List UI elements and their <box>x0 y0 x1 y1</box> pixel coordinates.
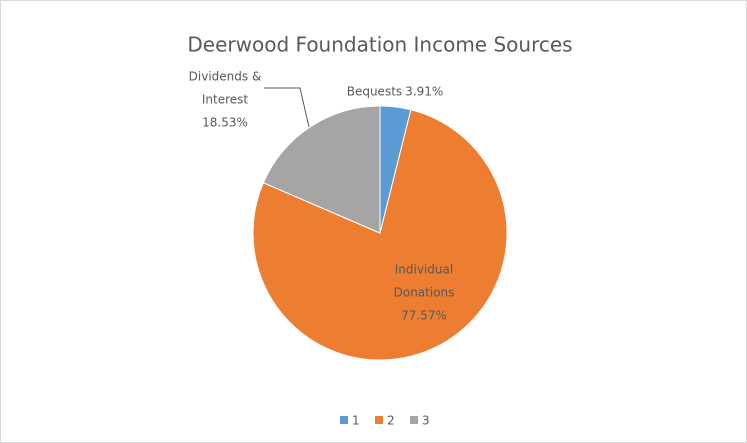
pie-slice <box>262 105 381 234</box>
data-label: Dividends & Interest 18.53% <box>184 66 266 135</box>
leader-line <box>264 87 310 128</box>
legend-label: 1 <box>352 414 360 428</box>
pie <box>252 105 508 361</box>
label-value: 3.91% <box>405 84 444 99</box>
pie-slice <box>252 109 508 361</box>
data-label: Individual Donations 77.57% <box>374 259 474 328</box>
legend-swatch <box>340 416 348 424</box>
legend: 1 2 3 <box>340 414 430 428</box>
legend-label: 2 <box>387 414 395 428</box>
data-label: Bequests 3.91% <box>347 81 444 104</box>
label-category: Dividends & Interest <box>188 69 262 107</box>
label-value: 77.57% <box>401 308 447 323</box>
legend-swatch <box>410 416 418 424</box>
chart-title: Deerwood Foundation Income Sources <box>187 33 572 57</box>
label-category: Individual Donations <box>393 262 455 300</box>
legend-label: 3 <box>422 414 430 428</box>
legend-swatch <box>375 416 383 424</box>
label-value: 18.53% <box>202 115 248 130</box>
label-category: Bequests <box>346 84 403 99</box>
